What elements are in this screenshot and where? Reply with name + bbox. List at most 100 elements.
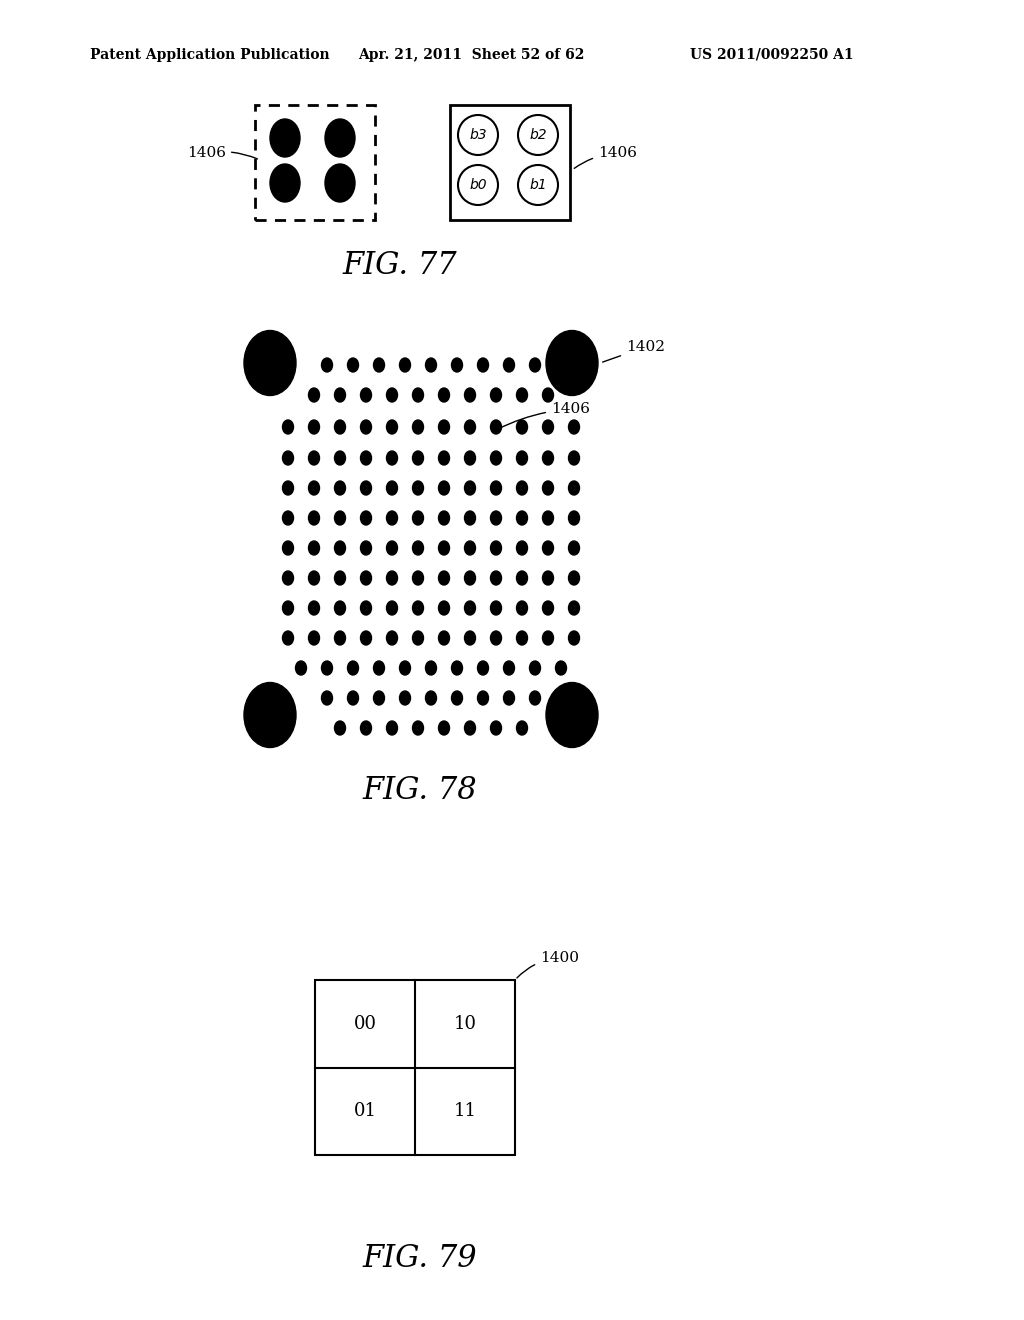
Ellipse shape [283, 420, 294, 434]
Text: b2: b2 [529, 128, 547, 143]
Ellipse shape [438, 721, 450, 735]
Ellipse shape [438, 420, 450, 434]
Ellipse shape [555, 661, 566, 675]
Text: 00: 00 [353, 1015, 377, 1032]
Ellipse shape [413, 420, 424, 434]
Text: 1406: 1406 [499, 403, 590, 429]
Ellipse shape [477, 358, 488, 372]
Ellipse shape [283, 572, 294, 585]
Ellipse shape [360, 451, 372, 465]
Ellipse shape [568, 541, 580, 554]
Ellipse shape [360, 601, 372, 615]
Ellipse shape [426, 358, 436, 372]
Ellipse shape [452, 661, 463, 675]
Ellipse shape [568, 451, 580, 465]
Ellipse shape [465, 721, 475, 735]
Ellipse shape [516, 420, 527, 434]
Ellipse shape [386, 420, 397, 434]
Ellipse shape [568, 631, 580, 645]
Ellipse shape [413, 601, 424, 615]
Ellipse shape [490, 721, 502, 735]
Ellipse shape [399, 690, 411, 705]
Ellipse shape [270, 164, 300, 202]
Ellipse shape [413, 511, 424, 525]
Ellipse shape [360, 631, 372, 645]
Ellipse shape [516, 511, 527, 525]
Ellipse shape [438, 480, 450, 495]
Ellipse shape [438, 511, 450, 525]
Ellipse shape [283, 480, 294, 495]
Ellipse shape [465, 601, 475, 615]
Ellipse shape [568, 511, 580, 525]
Ellipse shape [413, 721, 424, 735]
Ellipse shape [335, 572, 345, 585]
Text: US 2011/0092250 A1: US 2011/0092250 A1 [690, 48, 854, 62]
Ellipse shape [490, 572, 502, 585]
Ellipse shape [529, 661, 541, 675]
Ellipse shape [490, 420, 502, 434]
Text: 10: 10 [454, 1015, 476, 1032]
Ellipse shape [465, 511, 475, 525]
Ellipse shape [386, 601, 397, 615]
Ellipse shape [325, 119, 355, 157]
Ellipse shape [283, 451, 294, 465]
Ellipse shape [568, 420, 580, 434]
Ellipse shape [477, 661, 488, 675]
Ellipse shape [490, 451, 502, 465]
Ellipse shape [490, 631, 502, 645]
Ellipse shape [270, 119, 300, 157]
Ellipse shape [504, 661, 514, 675]
Text: b0: b0 [469, 178, 486, 191]
Ellipse shape [308, 388, 319, 403]
Ellipse shape [360, 541, 372, 554]
Ellipse shape [426, 661, 436, 675]
Text: FIG. 79: FIG. 79 [362, 1243, 477, 1274]
Ellipse shape [374, 661, 384, 675]
Ellipse shape [399, 358, 411, 372]
Ellipse shape [335, 388, 345, 403]
Ellipse shape [477, 690, 488, 705]
Ellipse shape [244, 330, 296, 396]
Bar [450, 106, 570, 220]
Ellipse shape [438, 572, 450, 585]
Text: b3: b3 [469, 128, 486, 143]
Ellipse shape [360, 420, 372, 434]
Ellipse shape [283, 631, 294, 645]
Ellipse shape [308, 511, 319, 525]
Text: 11: 11 [454, 1102, 476, 1121]
Ellipse shape [283, 541, 294, 554]
Ellipse shape [322, 690, 333, 705]
Text: 1402: 1402 [602, 341, 665, 362]
Ellipse shape [546, 330, 598, 396]
Ellipse shape [516, 721, 527, 735]
Ellipse shape [335, 721, 345, 735]
Ellipse shape [347, 661, 358, 675]
Ellipse shape [465, 420, 475, 434]
Ellipse shape [322, 661, 333, 675]
Ellipse shape [308, 420, 319, 434]
Ellipse shape [347, 690, 358, 705]
Ellipse shape [568, 480, 580, 495]
Text: 1406: 1406 [187, 147, 257, 160]
Ellipse shape [516, 601, 527, 615]
Ellipse shape [465, 480, 475, 495]
Ellipse shape [360, 511, 372, 525]
Ellipse shape [543, 420, 554, 434]
Ellipse shape [413, 541, 424, 554]
Ellipse shape [543, 388, 554, 403]
Ellipse shape [360, 480, 372, 495]
Ellipse shape [335, 480, 345, 495]
Ellipse shape [516, 480, 527, 495]
Ellipse shape [543, 451, 554, 465]
Ellipse shape [543, 541, 554, 554]
Ellipse shape [335, 631, 345, 645]
Ellipse shape [490, 541, 502, 554]
Ellipse shape [452, 358, 463, 372]
Ellipse shape [452, 690, 463, 705]
Ellipse shape [308, 631, 319, 645]
Ellipse shape [413, 572, 424, 585]
Ellipse shape [325, 164, 355, 202]
Ellipse shape [465, 388, 475, 403]
Ellipse shape [490, 601, 502, 615]
Ellipse shape [516, 541, 527, 554]
